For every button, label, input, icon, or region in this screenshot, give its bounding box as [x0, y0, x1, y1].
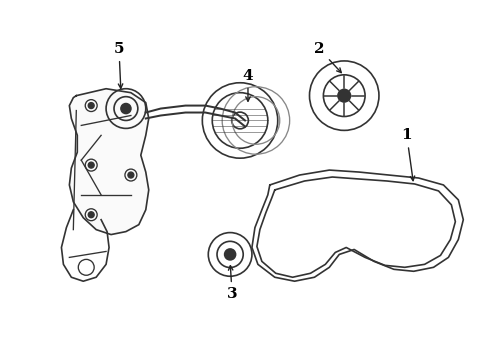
Text: 3: 3 [227, 266, 238, 301]
Circle shape [88, 162, 94, 168]
Circle shape [338, 89, 350, 102]
Text: 4: 4 [243, 69, 253, 101]
Circle shape [224, 249, 236, 260]
Polygon shape [70, 89, 149, 235]
Circle shape [128, 172, 134, 178]
Circle shape [121, 104, 131, 113]
Text: 2: 2 [314, 42, 341, 73]
Text: 5: 5 [114, 42, 124, 88]
Text: 1: 1 [401, 129, 415, 181]
Circle shape [88, 212, 94, 218]
Circle shape [88, 103, 94, 109]
